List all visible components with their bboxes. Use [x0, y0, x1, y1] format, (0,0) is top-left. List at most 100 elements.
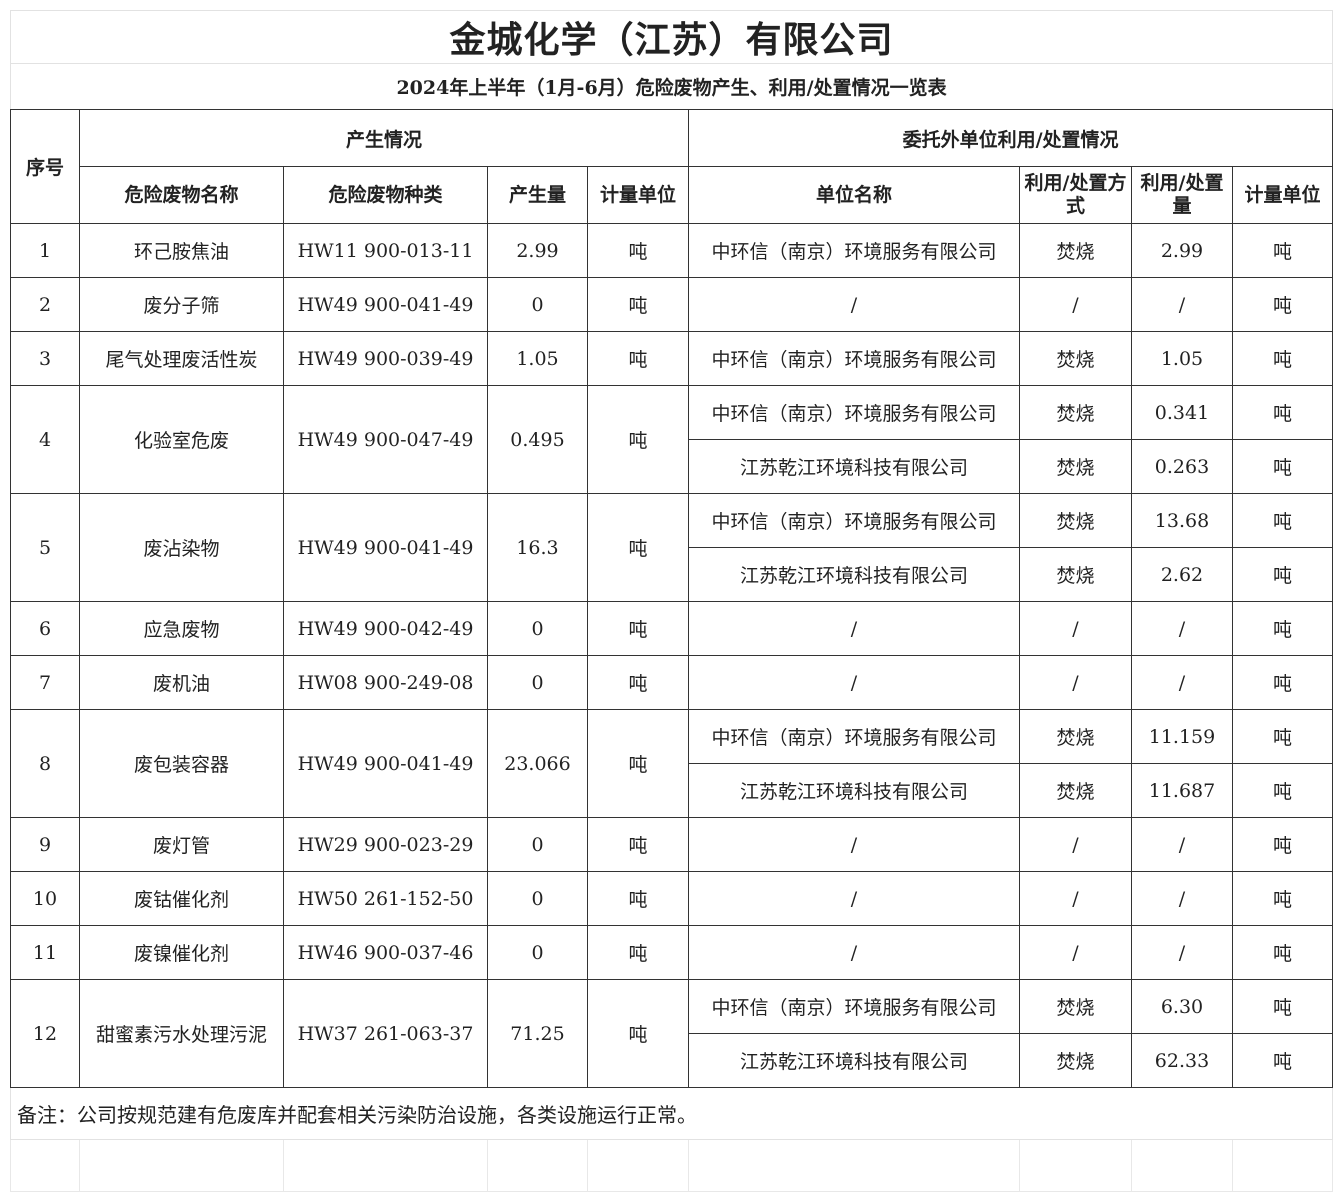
disposal-company: /	[688, 655, 1020, 710]
empty-cell	[487, 1139, 588, 1192]
generated-amount: 16.3	[487, 493, 588, 602]
hazardous-waste-table: 金城化学（江苏）有限公司 2024年上半年（1月-6月）危险废物产生、利用/处置…	[9, 10, 1334, 1192]
row-number: 11	[10, 925, 80, 980]
disposal-company: 中环信（南京）环境服务有限公司	[688, 709, 1020, 764]
waste-name: 应急废物	[79, 601, 284, 656]
disposal-amount: 11.159	[1131, 709, 1233, 764]
disposal-method: 焚烧	[1019, 439, 1132, 494]
table-row: 7 废机油 HW08 900-249-08 0 吨 / / / 吨	[10, 655, 1334, 710]
disposal-unit: 吨	[1231, 763, 1334, 818]
waste-type: HW08 900-249-08	[283, 655, 488, 710]
table-row: 江苏乾江环境科技有限公司 焚烧 0.263 吨	[11, 439, 1334, 494]
disposal-unit: 吨	[1231, 709, 1334, 764]
disposal-company: 中环信（南京）环境服务有限公司	[688, 331, 1020, 386]
generated-amount: 0	[487, 817, 588, 872]
waste-name: 废分子筛	[79, 277, 284, 332]
table-row: 11 废镍催化剂 HW46 900-037-46 0 吨 / / / 吨	[10, 925, 1334, 980]
header-disposal-unit: 计量单位	[1231, 166, 1334, 224]
disposal-amount: 11.687	[1131, 763, 1233, 818]
disposal-method: 焚烧	[1019, 493, 1132, 548]
disposal-company: 中环信（南京）环境服务有限公司	[688, 385, 1020, 440]
disposal-method: 焚烧	[1019, 223, 1132, 278]
disposal-method: 焚烧	[1019, 385, 1132, 440]
remark: 备注：公司按规范建有危废库并配套相关污染防治设施，各类设施运行正常。	[9, 1087, 1334, 1140]
disposal-company: 中环信（南京）环境服务有限公司	[688, 493, 1020, 548]
waste-name: 废机油	[79, 655, 284, 710]
generated-amount: 0	[487, 655, 588, 710]
waste-name: 废镍催化剂	[79, 925, 284, 980]
waste-type: HW49 900-042-49	[283, 601, 488, 656]
disposal-unit: 吨	[1231, 331, 1334, 386]
table-row: 4 化验室危废 HW49 900-047-49 0.495 吨中环信（南京）环境服务有限…	[10, 385, 1334, 494]
table-row: 江苏乾江环境科技有限公司 焚烧 2.62 吨	[11, 547, 1334, 602]
waste-type: HW29 900-023-29	[283, 817, 488, 872]
disposal-amount: 13.68	[1131, 493, 1233, 548]
waste-type: HW50 261-152-50	[283, 871, 488, 926]
generated-amount: 0	[487, 277, 588, 332]
disposal-method: 焚烧	[1019, 547, 1132, 602]
row-number: 1	[10, 223, 80, 278]
disposal-amount: /	[1131, 925, 1233, 980]
row-number: 12	[10, 979, 80, 1088]
row-number: 3	[10, 331, 80, 386]
row-number: 4	[10, 385, 80, 494]
disposal-method: 焚烧	[1019, 709, 1132, 764]
disposal-amount: 2.99	[1131, 223, 1233, 278]
table-row: 6 应急废物 HW49 900-042-49 0 吨 / / / 吨	[10, 601, 1334, 656]
disposal-amount: /	[1131, 601, 1233, 656]
generated-unit: 吨	[587, 871, 689, 926]
disposal-company: 江苏乾江环境科技有限公司	[688, 1033, 1020, 1088]
row-number: 7	[10, 655, 80, 710]
empty-cell	[283, 1139, 488, 1192]
empty-cell	[587, 1139, 689, 1192]
disposal-method: 焚烧	[1019, 331, 1132, 386]
disposal-method: 焚烧	[1019, 1033, 1132, 1088]
disposal-method: 焚烧	[1019, 763, 1132, 818]
row-number: 6	[10, 601, 80, 656]
row-number: 10	[10, 871, 80, 926]
row-number: 5	[10, 493, 80, 602]
waste-name: 化验室危废	[79, 385, 284, 494]
disposal-unit: 吨	[1231, 223, 1334, 278]
table-row: 江苏乾江环境科技有限公司 焚烧 11.687 吨	[11, 763, 1334, 818]
disposal-method: /	[1019, 925, 1132, 980]
disposal-company: /	[688, 925, 1020, 980]
row-number: 2	[10, 277, 80, 332]
disposal-company: 中环信（南京）环境服务有限公司	[688, 223, 1020, 278]
table-row: 2 废分子筛 HW49 900-041-49 0 吨 / / / 吨	[10, 277, 1334, 332]
waste-name: 环己胺焦油	[79, 223, 284, 278]
header-generation: 产生情况	[79, 109, 689, 167]
waste-type: HW49 900-041-49	[283, 493, 488, 602]
row-number: 8	[10, 709, 80, 818]
waste-name: 尾气处理废活性炭	[79, 331, 284, 386]
generated-unit: 吨	[587, 277, 689, 332]
disposal-company: 江苏乾江环境科技有限公司	[688, 439, 1020, 494]
disposal-amount: /	[1131, 655, 1233, 710]
disposal-amount: /	[1131, 817, 1233, 872]
disposal-method: /	[1019, 817, 1132, 872]
disposal-company: /	[688, 277, 1020, 332]
disposal-method: /	[1019, 871, 1132, 926]
disposal-amount: 0.341	[1131, 385, 1233, 440]
disposal-company: 中环信（南京）环境服务有限公司	[688, 979, 1020, 1034]
table-row: 9 废灯管 HW29 900-023-29 0 吨 / / / 吨	[10, 817, 1334, 872]
header-method: 利用/处置方式	[1019, 166, 1132, 224]
disposal-company: 江苏乾江环境科技有限公司	[688, 547, 1020, 602]
waste-type: HW49 900-039-49	[283, 331, 488, 386]
waste-type: HW49 900-041-49	[283, 277, 488, 332]
disposal-unit: 吨	[1231, 601, 1334, 656]
table-row: 5 废沾染物 HW49 900-041-49 16.3 吨中环信（南京）环境服务有限公司…	[10, 493, 1334, 602]
waste-type: HW49 900-041-49	[283, 709, 488, 818]
disposal-method: /	[1019, 655, 1132, 710]
generated-amount: 0	[487, 925, 588, 980]
generated-unit: 吨	[587, 655, 689, 710]
header-entrusted: 委托外单位利用/处置情况	[687, 109, 1334, 167]
disposal-unit: 吨	[1231, 385, 1334, 440]
generated-unit: 吨	[587, 979, 689, 1088]
header-no: 序号	[10, 109, 80, 224]
disposal-company: /	[688, 817, 1020, 872]
disposal-unit: 吨	[1231, 547, 1334, 602]
disposal-company: /	[688, 871, 1020, 926]
disposal-amount: /	[1131, 277, 1233, 332]
disposal-company: /	[688, 601, 1020, 656]
